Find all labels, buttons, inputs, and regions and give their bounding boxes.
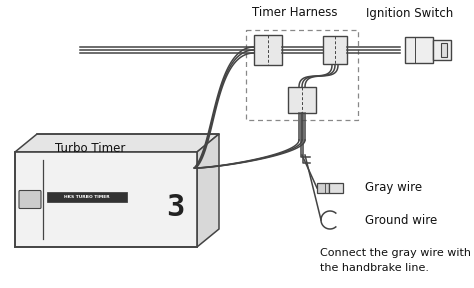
- Polygon shape: [197, 134, 219, 247]
- Polygon shape: [15, 134, 219, 152]
- FancyBboxPatch shape: [405, 37, 433, 63]
- FancyBboxPatch shape: [441, 43, 447, 57]
- Text: Gray wire: Gray wire: [365, 181, 422, 194]
- FancyBboxPatch shape: [288, 87, 316, 113]
- FancyBboxPatch shape: [323, 36, 347, 64]
- Bar: [246, 30, 358, 120]
- Text: the handbrake line.: the handbrake line.: [320, 263, 429, 273]
- FancyBboxPatch shape: [47, 192, 127, 202]
- Text: Turbo Timer: Turbo Timer: [55, 141, 125, 154]
- FancyBboxPatch shape: [19, 190, 41, 209]
- Text: Connect the gray wire with: Connect the gray wire with: [320, 248, 471, 258]
- FancyBboxPatch shape: [254, 35, 282, 65]
- Polygon shape: [15, 152, 197, 247]
- FancyBboxPatch shape: [317, 183, 329, 193]
- Text: 3: 3: [166, 193, 184, 222]
- Text: Timer Harness: Timer Harness: [252, 7, 338, 20]
- Text: Ground wire: Ground wire: [365, 213, 437, 226]
- Text: Ignition Switch: Ignition Switch: [366, 7, 454, 20]
- FancyBboxPatch shape: [433, 40, 451, 60]
- FancyBboxPatch shape: [329, 183, 343, 193]
- Text: HKS TURBO TIMER: HKS TURBO TIMER: [64, 194, 110, 198]
